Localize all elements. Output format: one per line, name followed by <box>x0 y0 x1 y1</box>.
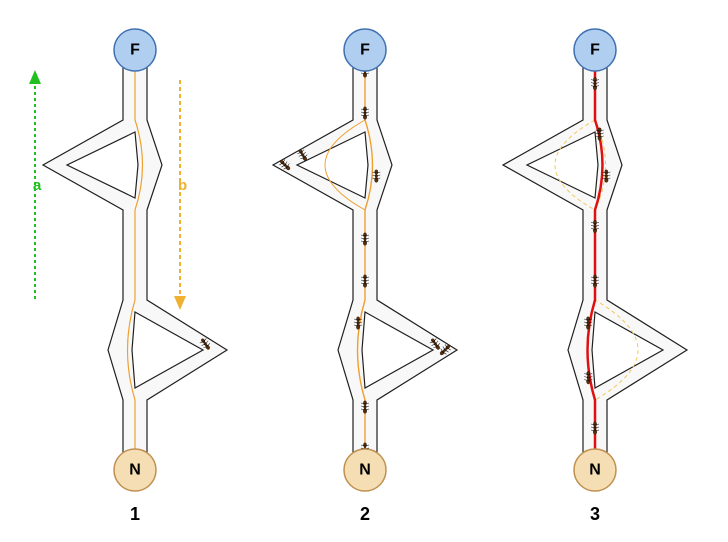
arrow-label-b: b <box>178 177 187 194</box>
node-label-top: F <box>130 42 140 59</box>
node-label-top: F <box>360 42 370 59</box>
diagram-svg: F N 1 a b F N 2 F N 3 <box>0 0 728 542</box>
panel-label: 1 <box>130 504 140 524</box>
panel-label: 2 <box>360 504 370 524</box>
panel-p1: F N 1 <box>43 29 227 524</box>
node-label-top: F <box>590 42 600 59</box>
panel-p3: F N 3 <box>503 29 687 524</box>
panel-p2: F N 2 <box>273 29 457 524</box>
panel-label: 3 <box>590 504 600 524</box>
diagram-container: F N 1 a b F N 2 F N 3 <box>0 0 728 542</box>
node-label-bottom: N <box>129 462 141 479</box>
arrow-a: a <box>29 70 42 300</box>
arrow-b: b <box>174 80 187 310</box>
arrow-label-a: a <box>33 177 42 194</box>
node-label-bottom: N <box>589 462 601 479</box>
node-label-bottom: N <box>359 462 371 479</box>
